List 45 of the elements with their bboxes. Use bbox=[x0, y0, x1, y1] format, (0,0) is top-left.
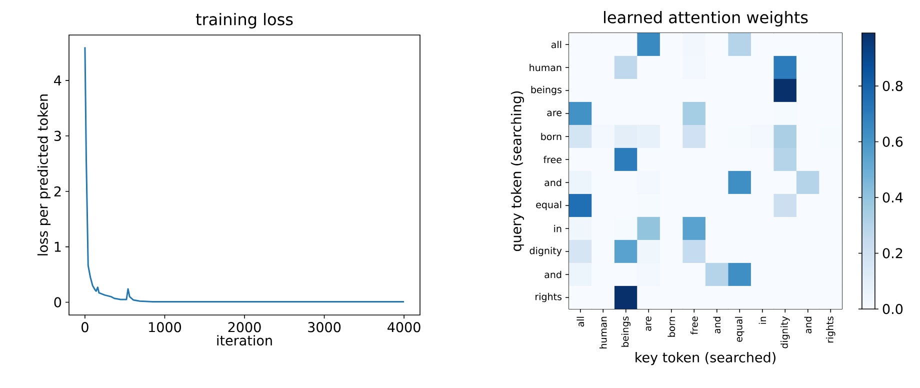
color-bar-label: 0.8 bbox=[882, 80, 903, 92]
x-tick-label: rights bbox=[826, 316, 836, 342]
x-tick-label: beings bbox=[621, 316, 630, 347]
y-tick-label: and bbox=[544, 178, 562, 186]
x-tick-label: 2000 bbox=[228, 322, 261, 332]
x-tick-label: 1000 bbox=[149, 322, 182, 332]
x-axis-title: key token (searched) bbox=[636, 352, 776, 366]
color-bar-label: 0.6 bbox=[882, 136, 903, 147]
x-tick-label: equal bbox=[735, 316, 744, 342]
y-axis-title: loss per predicted token bbox=[37, 94, 51, 256]
x-tick-label: and bbox=[804, 316, 812, 334]
y-tick-label: and bbox=[544, 270, 562, 278]
x-tick-label: born bbox=[668, 316, 676, 337]
y-tick-label: 1 bbox=[54, 242, 61, 252]
color-bar-label: 0.4 bbox=[882, 192, 903, 203]
x-tick-label: in bbox=[758, 316, 766, 324]
chart-title: learned attention weights bbox=[604, 10, 808, 26]
x-tick-label: free bbox=[690, 316, 698, 335]
y-tick-label: 4 bbox=[54, 76, 62, 86]
y-tick-label: born bbox=[541, 132, 562, 140]
chart-title: training loss bbox=[196, 12, 293, 28]
x-tick-label: human bbox=[599, 316, 607, 348]
y-tick-label: free bbox=[543, 156, 562, 164]
x-axis-title: iteration bbox=[217, 335, 272, 346]
y-tick-label: 2 bbox=[54, 186, 61, 196]
y-tick-label: 0 bbox=[54, 297, 62, 308]
x-tick-label: 0 bbox=[82, 322, 88, 332]
x-tick-label: dignity bbox=[780, 316, 790, 348]
y-tick-label: beings bbox=[531, 86, 562, 96]
y-tick-label: 3 bbox=[54, 130, 61, 142]
color-bar-label: 0.0 bbox=[882, 304, 903, 314]
x-tick-label: all bbox=[576, 316, 584, 327]
y-tick-label: equal bbox=[536, 200, 562, 210]
y-tick-label: are bbox=[547, 110, 562, 116]
y-tick-label: human bbox=[530, 64, 562, 72]
x-tick-label: and bbox=[713, 316, 721, 334]
y-tick-label: dignity bbox=[530, 246, 562, 256]
x-tick-label: 4000 bbox=[388, 322, 420, 332]
y-tick-label: in bbox=[554, 224, 562, 232]
y-axis-title: query token (searching) bbox=[510, 91, 524, 252]
x-tick-label: are bbox=[646, 316, 652, 331]
y-tick-label: rights bbox=[536, 292, 562, 302]
y-tick-label: all bbox=[551, 40, 562, 48]
color-bar-label: 0.2 bbox=[882, 248, 902, 258]
x-tick-label: 3000 bbox=[308, 322, 341, 332]
